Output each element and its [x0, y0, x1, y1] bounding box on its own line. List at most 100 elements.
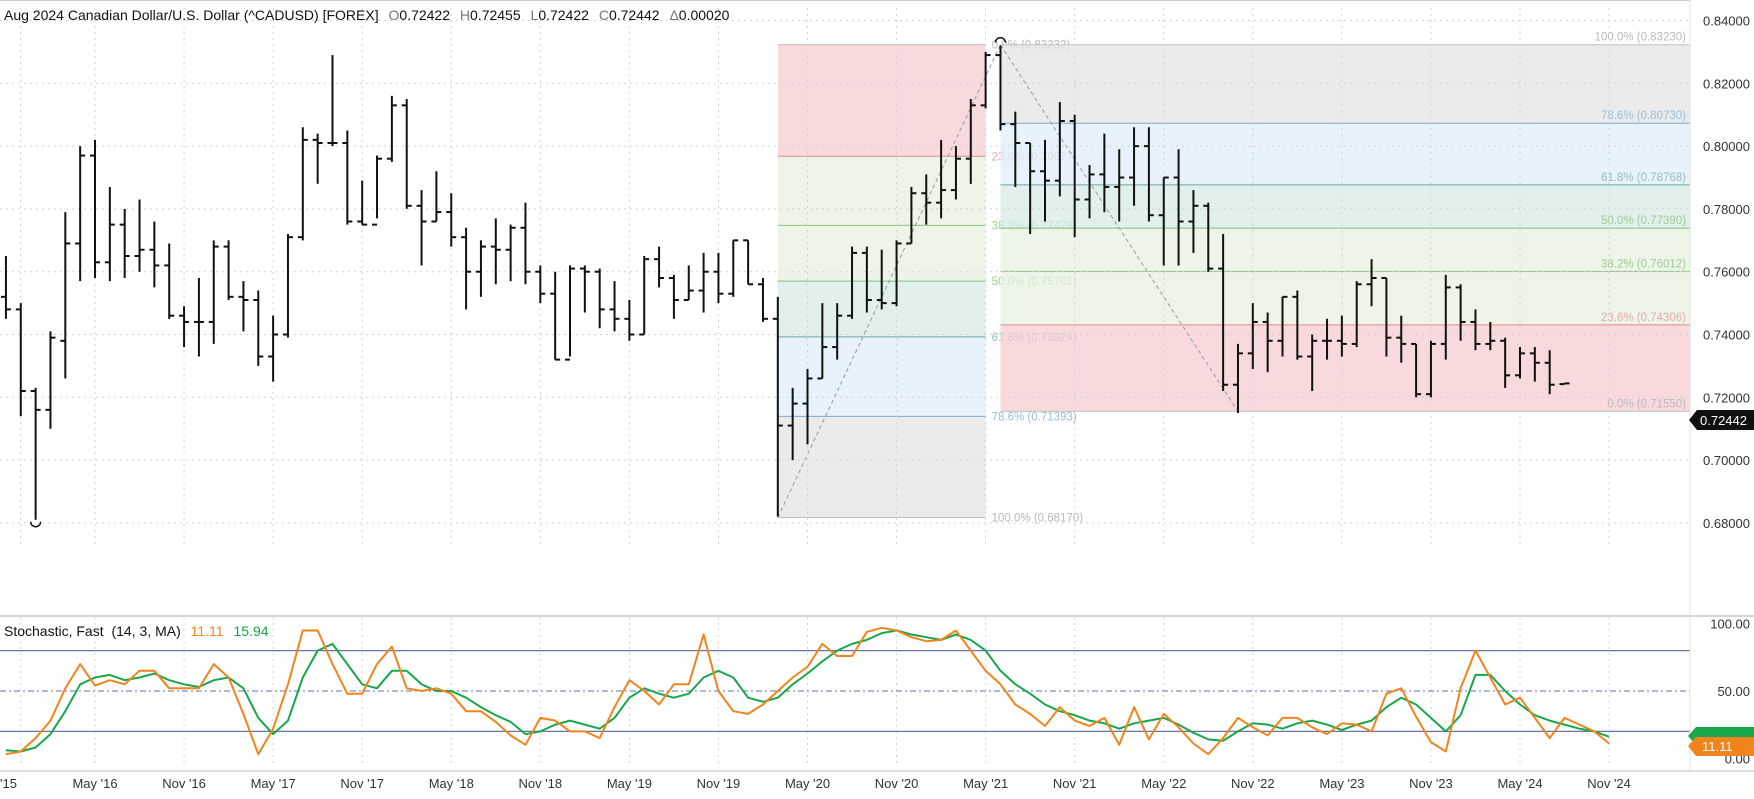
- price-y-tick-1: 0.82000: [1703, 76, 1750, 91]
- ohlc-bar-53: [787, 387, 798, 461]
- low-key: L: [531, 7, 539, 23]
- ohlc-bar-31: [461, 227, 472, 310]
- grid-layer: [0, 8, 1690, 765]
- fib-right-zone-3: [1000, 228, 1690, 272]
- ohlc-bar-61: [906, 186, 917, 245]
- x-tick-8: Nov '19: [697, 776, 741, 791]
- price-y-tick-7: 0.70000: [1703, 453, 1750, 468]
- ohlc-bar-66: [980, 51, 991, 109]
- ohlc-bar-83: [1232, 343, 1243, 413]
- ohlc-bar-81: [1203, 202, 1214, 272]
- ohlc-bar-33: [490, 218, 501, 285]
- price-y-tick-5: 0.74000: [1703, 328, 1750, 343]
- ohlc-bar-60: [891, 240, 902, 307]
- ohlc-bar-59: [876, 249, 887, 310]
- fib-right-level-label-3: 50.0% (0.77390): [1601, 215, 1686, 227]
- ohlc-bar-86: [1277, 295, 1288, 357]
- x-tick-2: Nov '16: [162, 776, 206, 791]
- chart-header: Aug 2024 Canadian Dollar/U.S. Dollar (^C…: [4, 7, 730, 23]
- x-tick-15: May '23: [1319, 776, 1364, 791]
- ohlc-bar-74: [1099, 133, 1110, 213]
- stoch-y-tick-0: 100.00: [1710, 617, 1750, 632]
- x-tick-11: May '21: [963, 776, 1008, 791]
- stochastic-k-badge: 11.11: [1688, 737, 1754, 756]
- x-tick-17: May '24: [1497, 776, 1542, 791]
- ohlc-bar-36: [535, 265, 546, 304]
- ohlc-bar-17: [253, 290, 264, 366]
- ohlc-bar-68: [1010, 111, 1021, 187]
- ohlc-bar-23: [342, 130, 353, 225]
- price-bars: [0, 36, 1570, 528]
- ohlc-bar-42: [624, 299, 635, 341]
- fibonacci-layer: 0.0% (0.83232)23.6% (0.79677)38.2% (0.77…: [777, 32, 1690, 525]
- ohlc-bar-103: [1529, 347, 1540, 382]
- ohlc-bar-38: [565, 265, 575, 361]
- x-tick-1: May '16: [72, 776, 117, 791]
- ohlc-bar-22: [327, 55, 338, 147]
- ohlc-bar-75: [1114, 149, 1125, 222]
- close-value: 0.72442: [609, 7, 660, 23]
- ohlc-bar-20: [297, 127, 308, 241]
- stochastic-header: Stochastic, Fast (14, 3, MA) 11.11 15.94: [4, 623, 269, 639]
- stochastic-panel: [0, 626, 1690, 756]
- ohlc-bar-28: [416, 190, 427, 266]
- fib-left-trend-line: [777, 44, 1001, 518]
- fib-right-zone-5: [1000, 324, 1690, 412]
- ohlc-bar-3: [45, 331, 56, 429]
- ohlc-bar-76: [1129, 127, 1140, 206]
- fib-left-zone-5: [777, 416, 986, 518]
- ohlc-bar-55: [817, 303, 828, 380]
- ohlc-bar-79: [1173, 149, 1184, 266]
- ohlc-bar-56: [832, 303, 843, 360]
- high-key: H: [460, 7, 470, 23]
- ohlc-bar-84: [1247, 303, 1258, 370]
- low-value: 0.72422: [538, 7, 589, 23]
- ohlc-bar-16: [238, 281, 249, 332]
- ohlc-bar-34: [505, 224, 516, 282]
- fib-right-zone-2: [1000, 184, 1690, 229]
- ohlc-bar-70: [1040, 139, 1050, 222]
- ohlc-bar-26: [386, 95, 397, 162]
- ohlc-bar-15: [223, 240, 234, 300]
- ohlc-bar-52: [772, 296, 783, 517]
- price-y-tick-3: 0.78000: [1703, 202, 1750, 217]
- ohlc-bar-97: [1440, 274, 1451, 360]
- ohlc-bar-14: [208, 240, 219, 344]
- ohlc-bar-35: [520, 202, 531, 285]
- fib-right-level-label-2: 61.8% (0.78768): [1601, 172, 1686, 184]
- ohlc-bar-77: [1143, 127, 1154, 222]
- ohlc-bar-39: [579, 265, 590, 313]
- price-y-tick-0: 0.84000: [1703, 14, 1750, 29]
- change-key: Δ: [669, 7, 678, 23]
- fib-left-zone-0: [777, 44, 986, 157]
- ohlc-bar-43: [639, 256, 650, 336]
- ohlc-bar-100: [1485, 321, 1496, 351]
- stochastic-k-badge-label: 11.11: [1702, 739, 1733, 754]
- x-tick-14: Nov '22: [1231, 776, 1275, 791]
- ohlc-bar-7: [104, 186, 115, 282]
- ohlc-bar-37: [550, 271, 561, 361]
- ohlc-bar-51: [757, 278, 768, 322]
- ohlc-bar-67: [995, 45, 1006, 131]
- x-tick-6: Nov '18: [518, 776, 562, 791]
- x-tick-13: May '22: [1141, 776, 1186, 791]
- ohlc-bar-63: [936, 139, 947, 219]
- swing-high-marker-0: [994, 36, 1007, 43]
- high-value: 0.72455: [470, 7, 521, 23]
- fib-right-level-label-5: 23.6% (0.74306): [1601, 312, 1686, 324]
- ohlc-bar-21: [312, 133, 323, 184]
- fib-left-level-label-5: 78.6% (0.71393): [992, 411, 1077, 423]
- ohlc-bar-92: [1366, 259, 1377, 307]
- ohlc-bar-9: [134, 199, 145, 272]
- ohlc-bar-78: [1158, 176, 1169, 266]
- ohlc-bar-30: [446, 193, 457, 247]
- price-y-tick-4: 0.76000: [1703, 265, 1750, 280]
- ohlc-bar-80: [1188, 190, 1199, 253]
- x-tick-4: Nov '17: [340, 776, 384, 791]
- x-tick-10: Nov '20: [875, 776, 919, 791]
- instrument-title: Aug 2024 Canadian Dollar/U.S. Dollar (^C…: [4, 7, 379, 23]
- ohlc-bar-96: [1425, 340, 1436, 398]
- ohlc-bar-24: [357, 180, 368, 226]
- ohlc-bar-13: [193, 278, 204, 357]
